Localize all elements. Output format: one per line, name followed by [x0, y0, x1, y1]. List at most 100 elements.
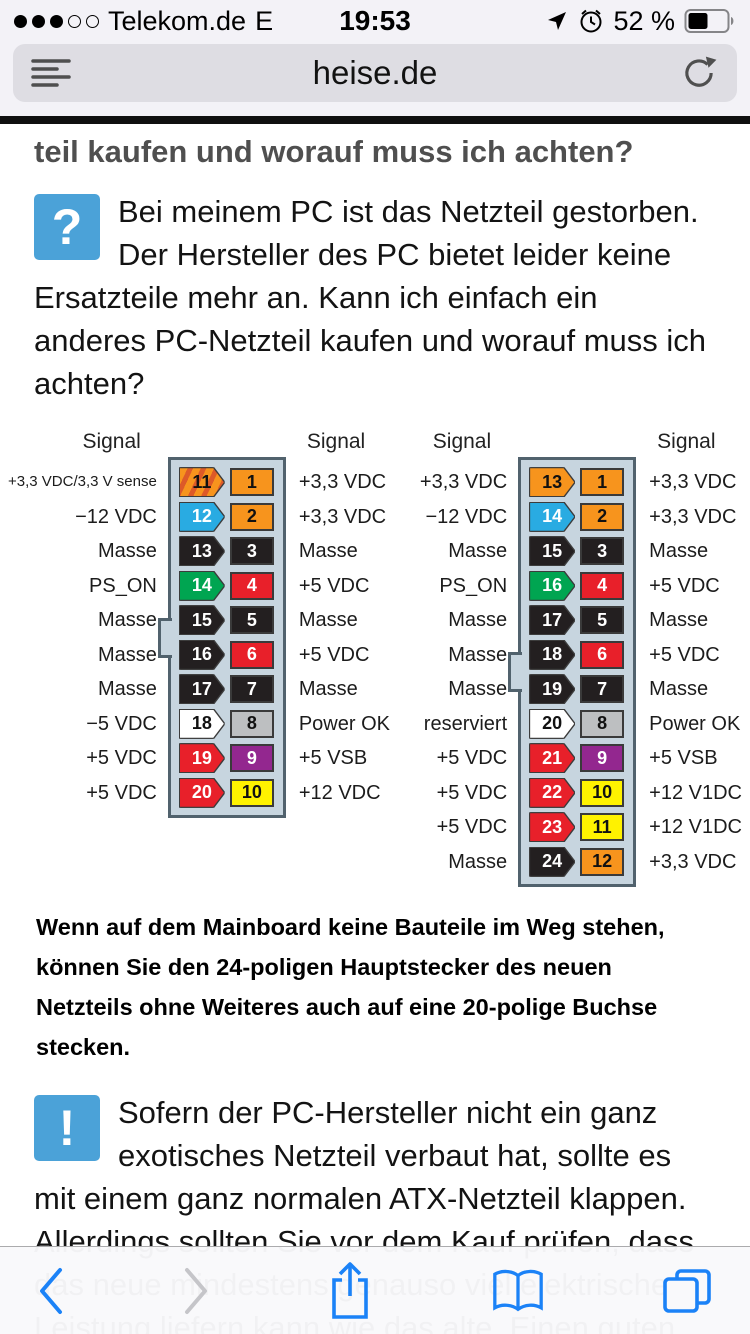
pin-wrap: 3 [580, 537, 625, 566]
pin-wrap: 18 [530, 640, 575, 669]
pin-13: 13 [179, 537, 224, 566]
pin-6: 6 [580, 640, 625, 669]
connector-body-24pin: 13 1 14 2 15 3 16 4 17 5 18 6 19 7 20 8 21 9 22 10 23 11 24 12 [518, 457, 637, 887]
forward-icon[interactable] [181, 1265, 211, 1317]
pin-wrap: 21 [530, 744, 575, 773]
connector-20pin: Signal +3,3 VDC/3,3 V sense −12 VDC Masse P… [8, 427, 390, 887]
signal-label-left: PS_ON [439, 574, 508, 597]
signal-label-right: +12 VDC [298, 781, 381, 804]
signal-labels-right-24: Signal +3,3 VDC +3,3 VDC Masse +5 VDC Masse +… [636, 427, 742, 879]
pin-3: 3 [580, 537, 625, 566]
pin-11: 11 [179, 468, 224, 497]
pin-1: 1 [580, 468, 625, 497]
signal-label-left: Masse [448, 678, 508, 700]
pin-17: 17 [530, 606, 575, 635]
pin-wrap: 7 [229, 675, 274, 704]
bookmarks-icon[interactable] [490, 1266, 546, 1316]
signal-label-right: +5 VDC [298, 574, 370, 597]
pin-wrap: 20 [530, 709, 575, 738]
pin-4: 4 [229, 571, 274, 600]
pin-row: 17 5 [530, 603, 625, 638]
pin-13: 13 [530, 468, 575, 497]
pin-wrap: 8 [229, 709, 274, 738]
signal-label-right: +5 VDC [298, 643, 370, 666]
signal-header: Signal [657, 430, 716, 453]
signal-label-right: +5 VDC [649, 574, 720, 597]
signal-label-left: reserviert [423, 712, 508, 735]
pin-11: 11 [580, 813, 625, 842]
share-icon[interactable] [325, 1260, 375, 1322]
signal-label-left: −12 VDC [425, 505, 508, 528]
pin-19: 19 [530, 675, 575, 704]
pin-wrap: 20 [179, 778, 224, 807]
pin-17: 17 [179, 675, 224, 704]
pin-wrap: 1 [580, 468, 625, 497]
tabs-icon[interactable] [660, 1266, 714, 1316]
signal-label-right: +12 V1DC [649, 781, 742, 804]
pin-8: 8 [229, 709, 274, 738]
signal-label-left: +5 VDC [86, 747, 157, 769]
pin-14: 14 [179, 571, 224, 600]
article-headline: teil kaufen und worauf muss ich achten? [34, 134, 634, 169]
alarm-clock-icon [580, 9, 602, 33]
signal-label-right: Masse [649, 540, 709, 562]
pin-wrap: 10 [580, 778, 625, 807]
pin-wrap: 4 [229, 571, 274, 600]
question-text: Bei meinem PC ist das Netzteil gestorben… [34, 194, 706, 401]
pinout-diagram: Signal +3,3 VDC/3,3 V sense −12 VDC Masse P… [8, 427, 742, 887]
signal-label-right: Power OK [649, 712, 741, 735]
pin-wrap: 24 [530, 847, 575, 876]
signal-label-right: Masse [298, 609, 358, 631]
pin-12: 12 [179, 502, 224, 531]
pin-wrap: 7 [580, 675, 625, 704]
pin-22: 22 [530, 778, 575, 807]
signal-label-left: +5 VDC [86, 781, 157, 804]
pin-wrap: 13 [530, 468, 575, 497]
back-icon[interactable] [36, 1265, 66, 1317]
address-bar-row: heise.de [0, 42, 750, 116]
pin-9: 9 [580, 744, 625, 773]
pin-row: 14 4 [179, 569, 274, 604]
reload-icon[interactable] [675, 49, 723, 97]
signal-label-right: +5 VSB [649, 747, 718, 769]
signal-label-right: +3,3 VDC [298, 471, 387, 493]
browser-chrome: Telekom.de E 19:53 52 % [0, 0, 750, 116]
signal-label-right: Masse [649, 678, 709, 700]
pin-wrap: 8 [580, 709, 625, 738]
pin-wrap: 16 [530, 571, 575, 600]
signal-label-right: +3,3 VDC [298, 505, 387, 528]
pin-wrap: 6 [580, 640, 625, 669]
signal-label-right: Power OK [298, 712, 390, 735]
signal-label-left: Masse [97, 678, 157, 700]
signal-label-right: +3,3 VDC [649, 850, 737, 873]
pin-wrap: 11 [580, 813, 625, 842]
pin-row: 13 3 [179, 534, 274, 569]
pin-5: 5 [229, 606, 274, 635]
pin-wrap: 12 [179, 502, 224, 531]
pin-10: 10 [580, 778, 625, 807]
pin-row: 20 8 [530, 707, 625, 742]
signal-label-right: Masse [298, 678, 358, 700]
status-right-icons: 52 % [545, 6, 736, 37]
signal-label-right: +3,3 VDC [649, 471, 737, 493]
pin-19: 19 [179, 744, 224, 773]
bottom-toolbar [0, 1246, 750, 1334]
pin-7: 7 [229, 675, 274, 704]
reader-icon[interactable] [27, 49, 75, 97]
address-bar[interactable]: heise.de [13, 44, 737, 102]
pin-wrap: 23 [530, 813, 575, 842]
pin-wrap: 22 [530, 778, 575, 807]
question-mark-icon: ? [34, 194, 100, 260]
pin-18: 18 [530, 640, 575, 669]
pin-row: 18 6 [530, 638, 625, 673]
pin-wrap: 4 [580, 571, 625, 600]
signal-label-left: +3,3 VDC/3,3 V sense [8, 473, 157, 490]
signal-label-left: Masse [448, 850, 508, 873]
url-text[interactable]: heise.de [312, 54, 438, 91]
pin-wrap: 19 [179, 744, 224, 773]
signal-labels-left-24: Signal +3,3 VDC −12 VDC Masse PS_ON Masse Mas… [420, 427, 518, 879]
pin-wrap: 12 [580, 847, 625, 876]
pin-wrap: 14 [530, 502, 575, 531]
location-arrow-icon [548, 12, 567, 30]
pin-18: 18 [179, 709, 224, 738]
